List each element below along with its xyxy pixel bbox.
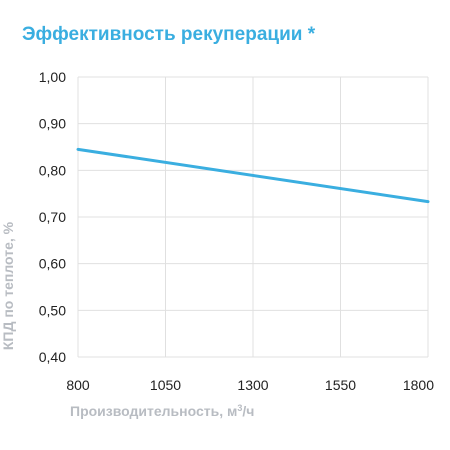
y-tick-label: 0,60 [39, 256, 66, 272]
x-axis-ticks: 800 1050 1300 1550 1800 [66, 377, 434, 393]
x-tick-label: 1800 [403, 377, 434, 393]
y-axis-ticks: 0,40 0,50 0,60 0,70 0,80 0,90 1,00 [39, 69, 66, 365]
y-tick-label: 0,90 [39, 116, 66, 132]
x-tick-label: 1050 [150, 377, 181, 393]
y-tick-label: 1,00 [39, 69, 66, 85]
grid-lines [77, 76, 429, 358]
y-tick-label: 0,50 [39, 302, 66, 318]
x-axis-label-unit: /ч [242, 403, 255, 419]
chart-title: Эффективность рекуперации * [22, 24, 316, 45]
x-axis-label-superscript: 3 [237, 403, 243, 413]
series-line [76, 147, 430, 204]
y-axis-label: КПД по теплоте, % [0, 221, 16, 350]
x-tick-label: 800 [66, 377, 90, 393]
y-tick-label: 0,70 [39, 209, 66, 225]
x-axis-label-text: Производительность, м [70, 403, 238, 419]
x-axis-label: Производительность, м3/ч [70, 403, 254, 419]
x-tick-label: 1300 [237, 377, 268, 393]
y-tick-label: 0,40 [39, 349, 66, 365]
series-lines [76, 147, 430, 204]
x-tick-label: 1550 [325, 377, 356, 393]
y-tick-label: 0,80 [39, 162, 66, 178]
